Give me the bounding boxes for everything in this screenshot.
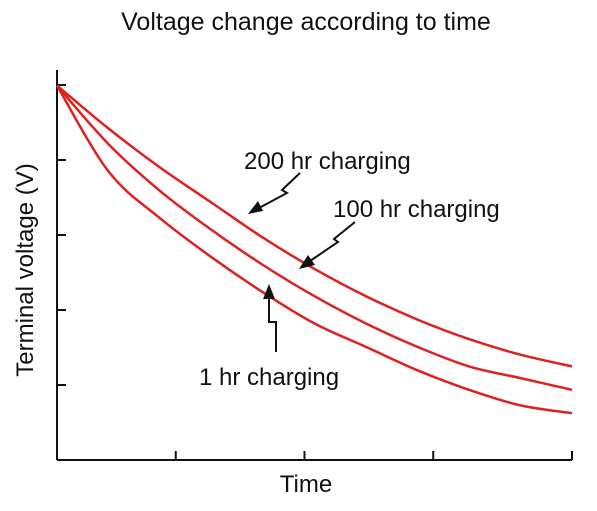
y-ticks (57, 84, 66, 386)
chart-title: Voltage change according to time (121, 8, 491, 36)
plot-area: 200 hr charging 100 hr charging 1 hr cha… (55, 70, 573, 461)
series-line-0 (56, 84, 573, 368)
annotation-arrowhead-100hr (299, 255, 315, 269)
series-label-100hr: 100 hr charging (333, 196, 500, 223)
annotation-arrow-200hr (258, 172, 301, 209)
series-annotations (248, 172, 356, 352)
series-lines (55, 84, 573, 415)
x-ticks (174, 451, 573, 460)
x-axis-label: Time (280, 471, 332, 498)
series-labels: 200 hr charging 100 hr charging 1 hr cha… (199, 148, 500, 391)
series-label-1hr: 1 hr charging (199, 364, 339, 391)
series-line-1 (56, 84, 573, 392)
y-axis-label: Terminal voltage (V) (12, 163, 39, 376)
series-line-2 (55, 84, 573, 415)
annotation-arrowhead-200hr (248, 201, 263, 214)
annotation-arrow-100hr (309, 221, 356, 262)
series-label-200hr: 200 hr charging (244, 148, 411, 175)
annotation-arrowhead-1hr (263, 284, 275, 299)
annotation-arrow-1hr (268, 296, 277, 352)
